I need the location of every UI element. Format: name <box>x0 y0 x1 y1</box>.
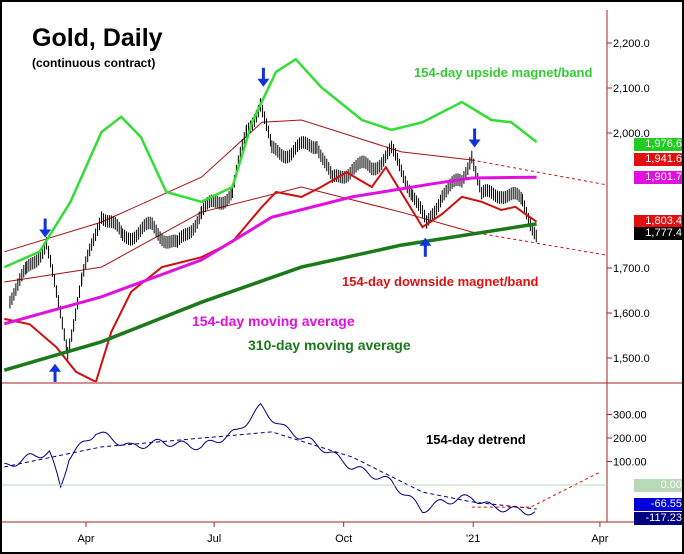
detrend-value-tag: -66.55 <box>634 497 682 511</box>
detrend-value-tag: -117.23 <box>634 511 682 525</box>
price-panel <box>3 57 607 382</box>
detrend-tick-label: 200.00 <box>613 433 647 445</box>
band-line <box>471 231 607 256</box>
last-value-tag: 1,777.4 <box>634 227 682 241</box>
price-tick-label: 1,600.0 <box>613 308 650 320</box>
price-tick-label: 2,100.0 <box>613 83 650 95</box>
x-tick-label: Apr <box>77 533 94 545</box>
chart-title: Gold, Daily <box>32 24 163 52</box>
up-arrow-icon <box>419 237 432 246</box>
detrend-tick-label: 300.00 <box>613 410 647 422</box>
chart-subtitle: (continuous contract) <box>32 56 156 70</box>
series-line <box>3 57 538 269</box>
detrend-panel <box>4 403 601 516</box>
down-arrow-icon <box>39 229 52 238</box>
x-tick-label: Jul <box>207 533 221 545</box>
last-value-tag: 1,901.7 <box>634 171 682 185</box>
x-tick-label: Apr <box>591 533 608 545</box>
band-line <box>4 186 472 283</box>
last-value-tag: 1,941.6 <box>634 153 682 167</box>
last-value-tag: 1,976.6 <box>634 137 682 151</box>
band-line <box>4 119 472 253</box>
up-arrow-icon <box>49 363 62 372</box>
detrend-tick-label: 100.00 <box>613 457 647 469</box>
price-tick-label: 2,000.0 <box>613 128 650 140</box>
detrend-average <box>4 431 537 510</box>
last-value-tag: 1,803.4 <box>634 215 682 229</box>
x-tick-label: Oct <box>335 533 352 545</box>
series-line <box>4 165 538 382</box>
band-line <box>471 159 607 186</box>
price-tick-label: 1,500.0 <box>613 353 650 365</box>
detrend-value-tag: 0.00 <box>634 479 682 492</box>
detrend-label: 154-day detrend <box>426 432 526 447</box>
detrend-line <box>4 403 536 516</box>
detrend-projection <box>471 471 601 508</box>
price-tick-label: 2,200.0 <box>613 38 650 50</box>
x-tick-label: '21 <box>466 533 480 545</box>
ma310-label: 310-day moving average <box>248 337 411 353</box>
down-arrow-icon <box>257 78 270 87</box>
price-tick-label: 1,700.0 <box>613 263 650 275</box>
upside-band-label: 154-day upside magnet/band <box>414 65 593 80</box>
down-arrow-icon <box>468 139 481 148</box>
ma154-label: 154-day moving average <box>192 313 355 329</box>
downside-band-label: 154-day downside magnet/band <box>342 274 539 289</box>
series-line <box>3 175 537 326</box>
